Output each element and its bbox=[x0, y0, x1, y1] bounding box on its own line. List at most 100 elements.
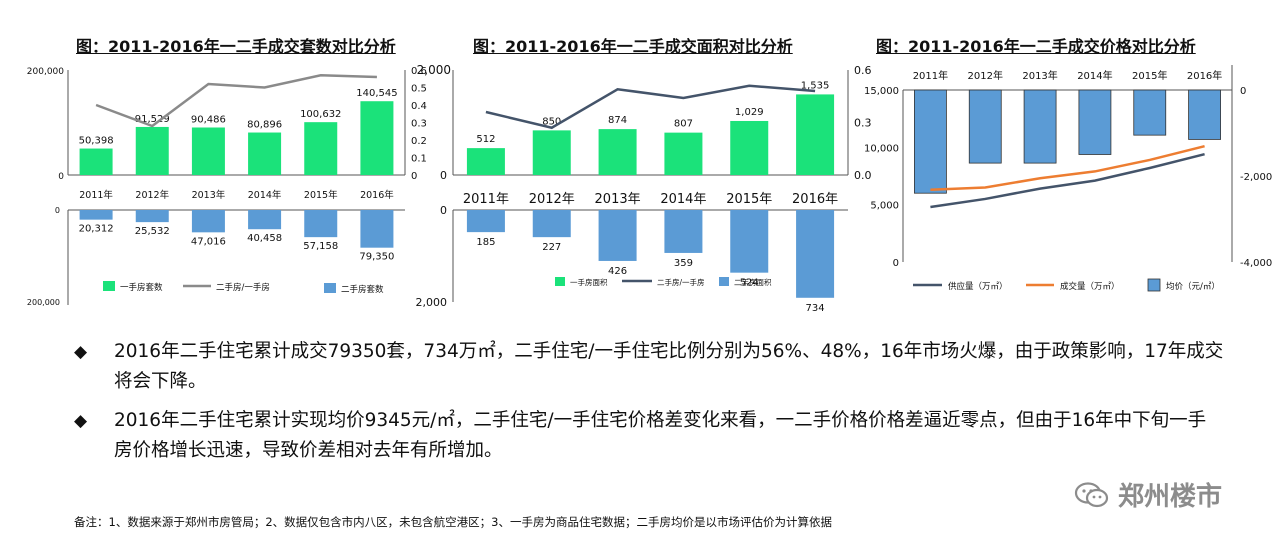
bar-second bbox=[191, 210, 225, 233]
tick-label: 2011年 bbox=[79, 189, 113, 201]
tick-label: 0 bbox=[411, 171, 417, 182]
data-label: 47,016 bbox=[191, 236, 226, 247]
tick-label: 0 bbox=[893, 258, 899, 269]
bar-new bbox=[796, 94, 835, 175]
legend-label: 一手房面积 bbox=[570, 277, 608, 287]
bar-second bbox=[532, 210, 571, 238]
watermark-text: 郑州楼市 bbox=[1118, 482, 1223, 512]
tick-label: 2015年 bbox=[726, 192, 772, 207]
data-label: 79,350 bbox=[359, 252, 394, 263]
bullet-item: ◆ 2016年二手住宅累计实现均价9345元/㎡，二手住宅/一手住宅价格差变化来… bbox=[74, 406, 1224, 466]
bar-price-diff bbox=[1133, 89, 1167, 136]
tick-label: 2013年 bbox=[1022, 69, 1057, 82]
legend-label: 成交量（万㎡） bbox=[1060, 281, 1120, 292]
chart-title-area: 图：2011-2016年一二手成交面积对比分析 bbox=[473, 37, 793, 56]
tick-label: 0 bbox=[55, 206, 60, 215]
tick-label: 0.1 bbox=[411, 154, 427, 165]
tick-label: 0.4 bbox=[411, 101, 427, 112]
legend-label: 二手房/一手房 bbox=[657, 277, 705, 287]
charts-canvas: 200,000 0 0 200,000 0.6 0.5 0.4 0.3 0.2 0.1 0 50,39… bbox=[27, 63, 1272, 314]
data-label: 512 bbox=[476, 134, 495, 145]
legend-swatch-new bbox=[103, 281, 115, 291]
data-label: 874 bbox=[608, 115, 627, 126]
legend-label: 二手房面积 bbox=[734, 277, 772, 287]
legend-label: 二手房/一手房 bbox=[216, 282, 270, 293]
bar-second bbox=[466, 210, 505, 233]
tick-label: 200,000 bbox=[27, 67, 64, 77]
bar-price-diff bbox=[1188, 89, 1221, 140]
watermark: 郑州楼市 bbox=[1074, 476, 1222, 513]
bar-second bbox=[664, 210, 703, 253]
bar-new bbox=[191, 127, 225, 175]
legend-swatch-second bbox=[719, 277, 729, 286]
tick-label: 10,000 bbox=[864, 143, 899, 154]
chart-title-price: 图：2011-2016年一二手成交价格对比分析 bbox=[876, 37, 1196, 56]
data-label: 91,529 bbox=[135, 114, 170, 125]
bar-second bbox=[796, 210, 835, 298]
bar-second bbox=[730, 210, 769, 273]
tick-label: 2016年 bbox=[360, 189, 394, 201]
bar-new bbox=[730, 120, 769, 175]
wechat-icon bbox=[1074, 481, 1109, 507]
tick-label: -4,000 bbox=[1240, 258, 1272, 269]
bar-second bbox=[79, 210, 113, 220]
bar-new bbox=[79, 148, 113, 175]
data-label: 140,545 bbox=[356, 88, 397, 99]
data-label: 50,398 bbox=[79, 136, 114, 147]
bullet-text: 2016年二手住宅累计成交79350套，734万㎡，二手住宅/一手住宅比例分别为… bbox=[114, 341, 1224, 392]
tick-label: 200,000 bbox=[27, 298, 60, 307]
data-label: 57,158 bbox=[303, 241, 338, 252]
data-label: 90,486 bbox=[191, 114, 226, 125]
bar-new bbox=[598, 129, 637, 175]
legend-swatch-diff bbox=[1147, 278, 1161, 292]
legend-label: 供应量（万㎡） bbox=[948, 281, 1008, 292]
tick-label: 2014年 bbox=[1077, 69, 1112, 82]
series-line-ratio bbox=[95, 73, 377, 128]
tick-label: 2011年 bbox=[913, 69, 948, 82]
legend-label: 均价（元/㎡） bbox=[1166, 281, 1220, 292]
tick-label: 2015年 bbox=[304, 189, 338, 201]
tick-label: 0.2 bbox=[411, 136, 427, 147]
tick-label: 0 bbox=[1240, 86, 1246, 97]
bar-new bbox=[532, 130, 571, 175]
tick-label: 15,000 bbox=[864, 86, 899, 97]
data-label: 227 bbox=[542, 242, 561, 253]
bar-new bbox=[360, 101, 394, 175]
tick-label: 2014年 bbox=[660, 192, 706, 207]
tick-label: 2016年 bbox=[792, 192, 838, 207]
tick-label: 2015年 bbox=[1132, 69, 1167, 82]
bar-new bbox=[248, 132, 282, 175]
bar-new bbox=[664, 132, 703, 175]
bullet-text: 2016年二手住宅累计实现均价9345元/㎡，二手住宅/一手住宅价格差变化来看，… bbox=[114, 410, 1207, 461]
legend-swatch-new bbox=[555, 277, 565, 286]
tick-label: 2011年 bbox=[463, 192, 509, 207]
tick-label: 5,000 bbox=[870, 201, 899, 212]
chart-title-count: 图：2011-2016年一二手成交套数对比分析 bbox=[76, 37, 396, 56]
legend-label: 二手房套数 bbox=[341, 284, 384, 295]
data-label: 807 bbox=[674, 119, 693, 130]
tick-label: -2,000 bbox=[1240, 172, 1272, 183]
bar-second bbox=[598, 210, 637, 261]
tick-label: 2014年 bbox=[248, 189, 282, 201]
bar-second bbox=[135, 210, 169, 223]
tick-label: 0.6 bbox=[854, 64, 872, 77]
bullet-list: ◆ 2016年二手住宅累计成交79350套，734万㎡，二手住宅/一手住宅比例分… bbox=[74, 337, 1224, 475]
bar-second bbox=[248, 210, 282, 230]
bar-new bbox=[304, 122, 338, 175]
series-line-supply bbox=[930, 153, 1205, 209]
bar-second bbox=[304, 210, 338, 238]
data-label: 850 bbox=[542, 116, 561, 127]
tick-label: 2012年 bbox=[135, 189, 169, 201]
legend-swatch-second bbox=[324, 283, 336, 293]
data-label: 734 bbox=[806, 303, 825, 314]
bar-price-diff bbox=[1023, 89, 1057, 164]
bar-price-diff bbox=[914, 89, 947, 194]
tick-label: 0.3 bbox=[411, 119, 427, 130]
tick-label: 0 bbox=[440, 169, 447, 182]
diamond-bullet-icon: ◆ bbox=[74, 411, 88, 431]
tick-label: 2016年 bbox=[1187, 69, 1222, 82]
tick-label: 0.0 bbox=[854, 169, 872, 182]
data-label: 20,312 bbox=[79, 224, 114, 235]
bar-new bbox=[466, 148, 505, 175]
data-label: 1,535 bbox=[801, 80, 830, 91]
